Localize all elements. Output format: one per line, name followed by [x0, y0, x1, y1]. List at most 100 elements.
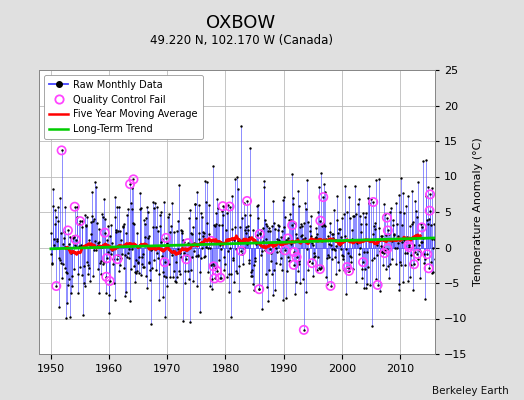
Point — [145, 259, 154, 266]
Point — [410, 261, 418, 268]
Point — [122, 230, 130, 236]
Point — [396, 209, 404, 216]
Point — [147, 321, 155, 327]
Point — [362, 285, 370, 292]
Point — [242, 229, 250, 236]
Point — [201, 178, 210, 184]
Point — [424, 265, 433, 272]
Point — [59, 235, 68, 241]
Point — [49, 186, 57, 192]
Point — [419, 158, 428, 164]
Point — [67, 290, 75, 296]
Point — [302, 289, 310, 296]
Point — [124, 255, 133, 262]
Point — [381, 211, 389, 218]
Point — [362, 210, 370, 216]
Point — [379, 262, 387, 268]
Point — [158, 235, 166, 242]
Point — [111, 213, 119, 220]
Point — [281, 247, 289, 254]
Point — [292, 279, 300, 285]
Point — [304, 218, 312, 225]
Point — [85, 242, 94, 248]
Point — [430, 221, 438, 227]
Point — [391, 200, 400, 206]
Point — [413, 214, 421, 220]
Point — [112, 226, 121, 233]
Point — [202, 199, 210, 205]
Point — [417, 220, 425, 227]
Point — [86, 278, 94, 284]
Point — [329, 245, 337, 252]
Point — [367, 196, 375, 203]
Point — [314, 208, 322, 215]
Point — [113, 204, 121, 210]
Point — [128, 206, 136, 212]
Point — [196, 308, 204, 315]
Point — [131, 279, 139, 285]
Point — [290, 249, 298, 255]
Point — [412, 235, 420, 241]
Point — [160, 259, 169, 265]
Point — [75, 221, 83, 228]
Point — [430, 236, 439, 242]
Point — [126, 181, 134, 187]
Point — [69, 235, 77, 242]
Point — [103, 236, 112, 243]
Point — [219, 212, 227, 218]
Point — [137, 271, 146, 278]
Point — [296, 202, 304, 209]
Point — [314, 254, 323, 260]
Point — [323, 233, 332, 239]
Point — [428, 236, 436, 242]
Point — [420, 251, 429, 258]
Point — [381, 247, 390, 253]
Point — [204, 231, 213, 238]
Point — [429, 269, 437, 275]
Point — [384, 227, 392, 234]
Point — [183, 252, 192, 258]
Point — [184, 215, 193, 221]
Point — [117, 254, 126, 261]
Point — [150, 205, 159, 212]
Point — [401, 262, 409, 269]
Point — [234, 238, 242, 244]
Point — [327, 242, 335, 248]
Point — [132, 256, 140, 263]
Point — [156, 211, 165, 218]
Point — [377, 232, 386, 239]
Point — [416, 248, 424, 254]
Point — [64, 227, 72, 234]
Point — [383, 214, 391, 221]
Point — [355, 196, 363, 202]
Point — [372, 275, 380, 282]
Point — [221, 204, 230, 210]
Point — [365, 200, 374, 206]
Point — [383, 245, 391, 252]
Point — [155, 271, 163, 277]
Point — [119, 265, 128, 272]
Point — [401, 250, 409, 256]
Point — [149, 224, 158, 230]
Point — [166, 229, 174, 235]
Point — [298, 222, 306, 229]
Point — [248, 267, 257, 273]
Point — [247, 269, 255, 275]
Point — [47, 250, 55, 257]
Point — [50, 236, 59, 242]
Point — [309, 254, 318, 260]
Point — [233, 269, 241, 276]
Point — [246, 211, 255, 218]
Point — [279, 297, 287, 304]
Point — [173, 274, 181, 280]
Point — [255, 285, 263, 292]
Point — [52, 283, 60, 289]
Point — [177, 253, 185, 260]
Point — [380, 250, 389, 256]
Point — [318, 223, 326, 230]
Point — [238, 236, 247, 242]
Point — [355, 213, 364, 220]
Point — [166, 274, 174, 280]
Point — [283, 235, 292, 242]
Point — [392, 261, 400, 268]
